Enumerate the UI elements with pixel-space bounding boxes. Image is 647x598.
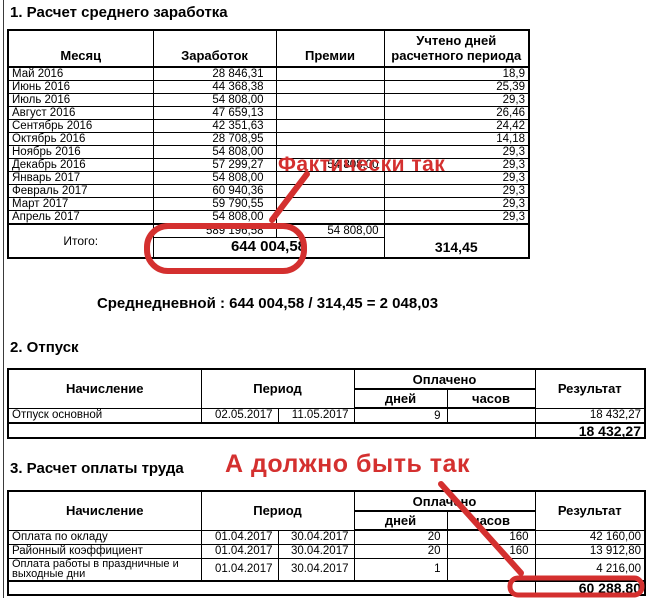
table-row: Октябрь 2016 28 708,95 14,18: [7, 132, 530, 146]
annotation-should-label: А должно быть так: [225, 450, 470, 478]
table-row: Апрель 2017 54 808,00 29,3: [7, 210, 530, 225]
col-counted-days: Учтено дней расчетного периода: [383, 29, 530, 68]
col-earnings: Заработок: [152, 29, 277, 68]
col-period: Период: [200, 368, 355, 409]
table3-header-row1: Начисление Период Оплачено Результат: [7, 490, 646, 531]
col-paid-hours: часов: [446, 510, 536, 531]
grand-total: 644 004,58: [152, 237, 385, 258]
col-month: Месяц: [7, 29, 154, 68]
table-row: Февраль 2017 60 940,36 29,3: [7, 184, 530, 198]
table2-header-row1: Начисление Период Оплачено Результат: [7, 368, 646, 409]
col-paid: Оплачено: [353, 490, 536, 512]
average-daily-line: Среднедневной : 644 004,58 / 314,45 = 2 …: [96, 295, 439, 312]
table-row: Август 2016 47 659,13 26,46: [7, 106, 530, 120]
payroll-table: Начисление Период Оплачено Результат дне…: [7, 490, 647, 596]
col-paid-days: дней: [353, 388, 448, 409]
section2-title: 2. Отпуск: [10, 339, 79, 356]
vacation-total-row: 18 432,27: [7, 422, 646, 439]
table-row: Май 2016 28 846,31 18,9: [7, 66, 530, 81]
annotation-fact-label: Фактически так: [278, 153, 446, 176]
table-row: Оплата работы в праздничные и выходные д…: [7, 557, 646, 581]
average-earnings-table: Месяц Заработок Премии Учтено дней расче…: [7, 29, 530, 259]
table-row: Отпуск основной 02.05.2017 11.05.2017 9 …: [7, 407, 646, 424]
col-period: Период: [200, 490, 355, 531]
table-row: Июнь 2016 44 368,38 25,39: [7, 80, 530, 94]
table-row: Оплата по окладу 01.04.2017 30.04.2017 2…: [7, 529, 646, 545]
totals-label: Итого:: [7, 223, 154, 258]
col-premiums: Премии: [275, 29, 385, 68]
table-row: Январь 2017 54 808,00 29,3: [7, 171, 530, 185]
table1-header-row: Месяц Заработок Премии Учтено дней расче…: [7, 29, 530, 68]
page-frame-line: [3, 0, 4, 598]
col-paid-days: дней: [353, 510, 448, 531]
table-row: Декабрь 2016 57 299,27 54 808,00 29,3: [7, 158, 530, 172]
payroll-total: 60 288,80: [534, 579, 646, 595]
col-paid: Оплачено: [353, 368, 536, 390]
col-accrual: Начисление: [7, 490, 202, 531]
col-accrual: Начисление: [7, 368, 202, 409]
col-paid-hours: часов: [446, 388, 536, 409]
col-result: Результат: [534, 368, 646, 409]
table-row: Март 2017 59 790,55 29,3: [7, 197, 530, 211]
total-earnings: 589 196,58: [152, 223, 277, 238]
total-premiums: 54 808,00: [275, 223, 385, 238]
totals-row: Итого: 589 196,58 54 808,00 314,45: [7, 223, 530, 258]
section1-title: 1. Расчет среднего заработка: [10, 4, 228, 21]
table-row: Районный коэффициент 01.04.2017 30.04.20…: [7, 543, 646, 559]
section3-title: 3. Расчет оплаты труда: [10, 460, 184, 477]
payroll-total-row: 60 288,80: [7, 579, 646, 595]
table-row: Сентябрь 2016 42 351,63 24,42: [7, 119, 530, 133]
table2-header-row2: дней часов: [8, 388, 645, 409]
col-result: Результат: [534, 490, 646, 531]
vacation-total: 18 432,27: [534, 422, 646, 439]
table-row: Ноябрь 2016 54 808,00 29,3: [7, 145, 530, 159]
total-days: 314,45: [383, 223, 530, 258]
vacation-table: Начисление Период Оплачено Результат дне…: [7, 368, 647, 439]
table-row: Июль 2016 54 808,00 29,3: [7, 93, 530, 107]
